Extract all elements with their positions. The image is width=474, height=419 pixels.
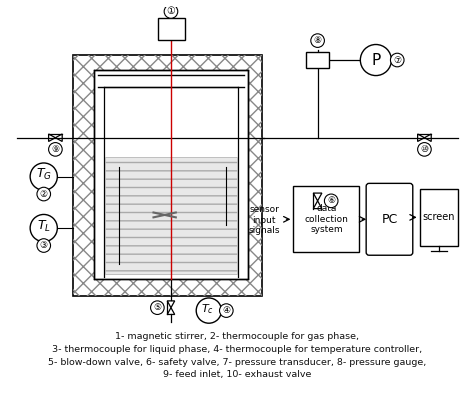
Bar [105, 157, 237, 274]
Circle shape [324, 194, 338, 208]
Circle shape [164, 5, 178, 18]
Text: P: P [371, 52, 381, 67]
Bar [293, 186, 359, 252]
Text: 9- feed inlet, 10- exhaust valve: 9- feed inlet, 10- exhaust valve [163, 370, 311, 379]
Circle shape [49, 142, 62, 156]
Text: $T_c$: $T_c$ [201, 302, 214, 316]
Text: sensor
input
signals: sensor input signals [248, 205, 280, 235]
Circle shape [37, 239, 51, 252]
Bar [73, 55, 262, 296]
Circle shape [418, 142, 431, 156]
Text: ④: ④ [222, 306, 230, 315]
Circle shape [37, 187, 51, 201]
Bar [158, 18, 184, 40]
Bar [94, 70, 248, 279]
Bar [419, 189, 458, 246]
Bar [73, 55, 262, 296]
Circle shape [30, 215, 57, 242]
Circle shape [311, 34, 324, 47]
Text: ①: ① [166, 6, 175, 16]
Circle shape [219, 304, 233, 317]
Text: PC: PC [382, 213, 398, 226]
Text: ⑤: ⑤ [153, 303, 162, 312]
Text: data
collection
system: data collection system [304, 204, 348, 234]
Circle shape [391, 53, 404, 67]
Text: ⑩: ⑩ [420, 145, 428, 154]
Circle shape [151, 301, 164, 315]
Circle shape [30, 163, 57, 190]
Circle shape [360, 44, 392, 75]
Text: $T_G$: $T_G$ [36, 167, 52, 182]
Text: ⑦: ⑦ [393, 56, 401, 65]
Text: $T_L$: $T_L$ [37, 219, 51, 234]
Text: ⑨: ⑨ [51, 145, 59, 154]
FancyBboxPatch shape [366, 184, 413, 255]
Bar [306, 52, 329, 68]
Text: ⑧: ⑧ [313, 36, 322, 45]
Text: ③: ③ [40, 241, 48, 250]
Text: 3- thermocouple for liquid phase, 4- thermocouple for temperature controller,: 3- thermocouple for liquid phase, 4- the… [52, 345, 422, 354]
Text: screen: screen [423, 212, 455, 222]
Text: 1- magnetic stirrer, 2- thermocouple for gas phase,: 1- magnetic stirrer, 2- thermocouple for… [115, 332, 359, 341]
Text: ②: ② [40, 189, 48, 199]
Text: ⑥: ⑥ [327, 197, 335, 205]
Circle shape [196, 298, 221, 323]
Text: 5- blow-down valve, 6- safety valve, 7- pressure transducer, 8- pressure gauge,: 5- blow-down valve, 6- safety valve, 7- … [48, 357, 426, 367]
